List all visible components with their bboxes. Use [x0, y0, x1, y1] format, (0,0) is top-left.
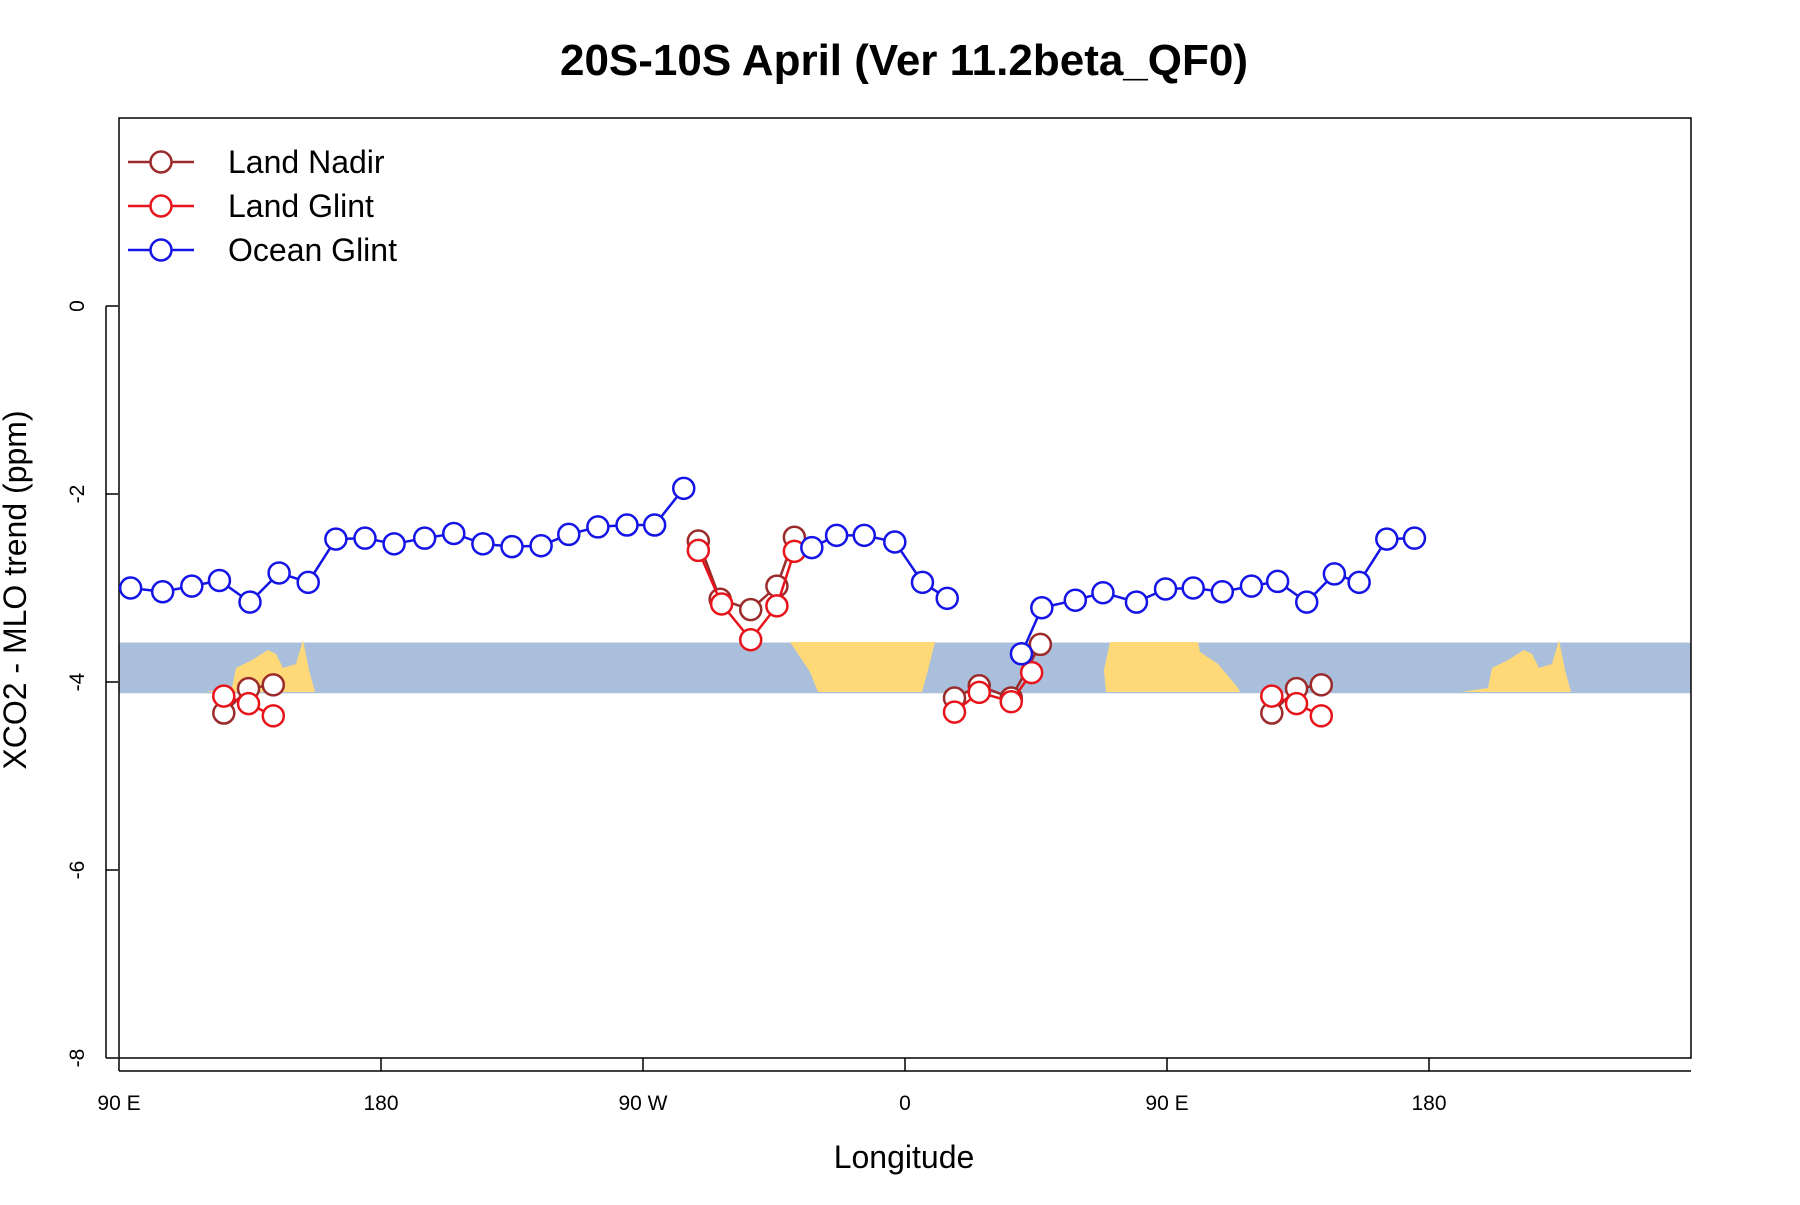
series-land-glint	[212, 538, 1334, 728]
ocean-glint-point	[1322, 562, 1347, 586]
ocean-glint-point	[296, 570, 320, 595]
land-nadir-point	[1028, 632, 1053, 657]
x-tick-label: 90 E	[97, 1092, 140, 1115]
land-glint-point	[942, 700, 967, 724]
land-nadir-point	[261, 673, 286, 697]
y-tick-label: -2	[66, 485, 89, 504]
series-layer	[118, 476, 1427, 728]
land-glint-point	[686, 538, 711, 563]
x-tick-label: 180	[1411, 1092, 1446, 1115]
map-band	[119, 640, 1691, 694]
x-tick-label: 90 E	[1145, 1092, 1188, 1115]
ocean-glint-point	[910, 570, 935, 595]
ocean-glint-point	[118, 576, 143, 600]
ocean-glint-point	[442, 521, 466, 546]
land-glint-point	[709, 592, 734, 616]
ocean-glint-point	[1239, 574, 1264, 598]
ocean-glint-point	[1030, 595, 1054, 620]
ocean-glint-point	[1375, 527, 1399, 551]
ocean-glint-point	[824, 523, 849, 548]
ocean-glint-point	[1347, 570, 1371, 595]
land-glint-point	[1019, 660, 1044, 685]
land-south-america	[790, 642, 935, 692]
ocean-glint-point	[1181, 576, 1205, 600]
series-land-nadir	[212, 525, 1334, 725]
land-glint-point	[765, 594, 789, 618]
legend-label-land-nadir: Land Nadir	[228, 144, 385, 180]
ocean-glint-point	[800, 535, 824, 560]
ocean-glint-point	[324, 527, 348, 551]
land-glint-point	[738, 627, 763, 652]
legend-marker-land-glint	[149, 194, 173, 218]
y-tick-label: -8	[66, 1049, 89, 1068]
ocean-glint-point	[1153, 577, 1178, 601]
land-glint-line	[953, 671, 1033, 714]
legend-label-land-glint: Land Glint	[228, 188, 374, 224]
y-tick-label: -6	[66, 861, 89, 880]
land-australia-1	[205, 640, 315, 692]
legend-marker-ocean-glint	[149, 238, 173, 262]
ocean-glint-point	[642, 513, 667, 537]
ocean-glint-point	[1063, 588, 1088, 612]
legend: Land Nadir Land Glint Ocean Glint	[128, 144, 397, 268]
y-axis-title: XCO2 - MLO trend (ppm)	[0, 410, 33, 769]
legend-label-ocean-glint: Ocean Glint	[228, 232, 397, 268]
ocean-glint-point	[852, 523, 876, 548]
ocean-glint-point	[1210, 580, 1235, 604]
ocean-glint-point	[207, 568, 232, 593]
series-ocean-glint	[118, 476, 1427, 666]
ocean-glint-point	[180, 574, 204, 598]
ocean-glint-point	[557, 522, 581, 547]
ocean-glint-point	[150, 580, 175, 604]
x-tick-label: 0	[899, 1092, 911, 1115]
ocean-glint-point	[1009, 642, 1034, 666]
ocean-glint-point	[1294, 590, 1319, 614]
y-axis: 0 -2 -4 -6 -8	[66, 300, 118, 1067]
y-tick-label: -4	[66, 672, 89, 691]
ocean-glint-point	[1124, 590, 1149, 614]
chart-title: 20S-10S April (Ver 11.2beta_QF0)	[560, 36, 1248, 85]
land-australia-2	[1461, 640, 1571, 692]
land-glint-point	[212, 684, 236, 708]
x-tick-label: 180	[363, 1092, 398, 1115]
ocean-glint-point	[353, 526, 377, 550]
x-tick-label: 90 W	[618, 1092, 667, 1115]
land-africa	[1104, 642, 1240, 692]
land-glint-point	[236, 691, 261, 716]
land-glint-point	[1309, 704, 1334, 728]
ocean-glint-point	[1265, 569, 1290, 594]
legend-marker-land-nadir	[149, 150, 173, 174]
x-axis-title: Longitude	[834, 1139, 975, 1175]
ocean-glint-point	[529, 533, 553, 558]
ocean-glint-point	[382, 532, 406, 556]
ocean-glint-point	[238, 590, 262, 614]
ocean-glint-point	[471, 532, 495, 556]
land-glint-point	[1260, 684, 1284, 708]
land-glint-point	[967, 680, 991, 705]
ocean-glint-point	[1091, 580, 1115, 605]
y-tick-label: 0	[66, 300, 89, 312]
ocean-glint-point	[412, 526, 437, 550]
land-nadir-point	[1309, 673, 1334, 697]
ocean-glint-point	[586, 515, 610, 539]
ocean-glint-point	[267, 561, 291, 585]
ocean-glint-point	[500, 534, 524, 559]
land-glint-point	[261, 704, 286, 728]
land-glint-point	[1284, 691, 1309, 716]
ocean-glint-point	[672, 476, 696, 501]
x-axis: 90 E 180 90 W 0 90 E 180	[97, 1058, 1691, 1115]
land-glint-point	[999, 689, 1024, 714]
ocean-glint-point	[935, 586, 959, 611]
ocean-glint-point	[1402, 526, 1427, 550]
ocean-glint-point	[883, 530, 907, 554]
ocean-glint-point	[615, 513, 639, 537]
land-nadir-point	[738, 597, 763, 622]
